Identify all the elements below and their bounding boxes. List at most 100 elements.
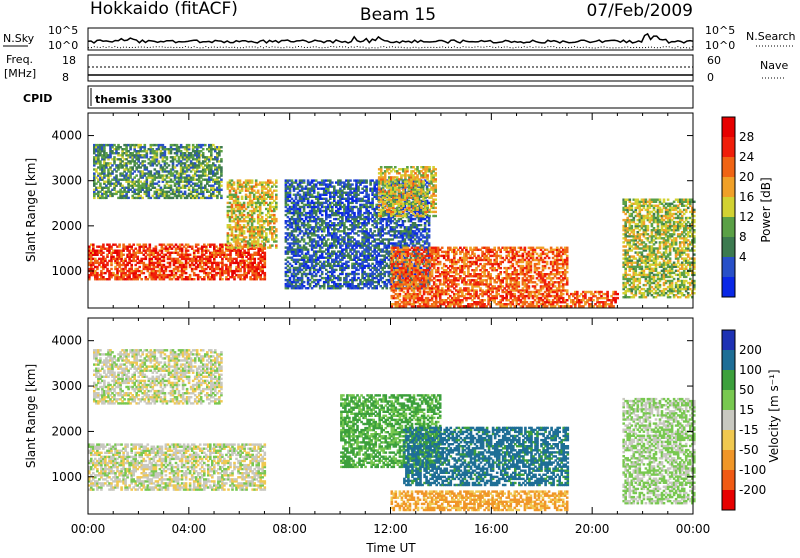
- power-cell: [287, 238, 290, 240]
- power-cell: [264, 272, 267, 274]
- power-cell: [181, 262, 184, 264]
- power-cell: [151, 258, 154, 260]
- power-cell: [341, 244, 344, 246]
- power-cell: [174, 166, 177, 168]
- power-cell: [220, 158, 223, 160]
- power-cell: [335, 244, 338, 246]
- power-cell: [129, 146, 132, 148]
- power-cell: [367, 220, 370, 222]
- nave-label: Nave: [760, 59, 788, 72]
- power-cell: [146, 166, 149, 168]
- power-cell: [197, 244, 200, 246]
- power-cell: [291, 198, 294, 200]
- power-cell: [187, 250, 190, 252]
- power-cell: [321, 218, 324, 220]
- power-cell: [118, 244, 121, 246]
- power-cell: [106, 264, 109, 266]
- power-cell: [145, 244, 148, 246]
- power-cell: [243, 250, 246, 252]
- power-cell: [289, 277, 292, 279]
- power-cell: [289, 263, 292, 265]
- power-cell: [93, 172, 96, 174]
- power-cell: [367, 210, 370, 212]
- power-cell: [202, 152, 205, 154]
- power-cell: [233, 276, 236, 278]
- power-cell: [365, 179, 368, 181]
- power-cell: [207, 250, 210, 252]
- power-cell: [315, 285, 318, 287]
- power-cell: [247, 206, 250, 208]
- power-cell: [146, 154, 149, 156]
- power-cell: [188, 144, 191, 146]
- power-cell: [185, 272, 188, 274]
- power-cell: [198, 166, 201, 168]
- power-cell: [172, 160, 175, 162]
- nsearch-tick-top: 10^5: [705, 24, 735, 37]
- power-cell: [102, 252, 105, 254]
- power-cell: [102, 244, 105, 246]
- power-cell: [217, 264, 220, 266]
- power-cell: [264, 276, 267, 278]
- power-cell: [213, 258, 216, 260]
- power-cell: [381, 277, 384, 279]
- power-cell: [301, 277, 304, 279]
- power-cell: [275, 179, 278, 181]
- power-cell: [371, 200, 374, 202]
- power-cell: [381, 224, 384, 226]
- power-cell: [267, 238, 270, 240]
- power-cell: [203, 276, 206, 278]
- power-cell: [257, 190, 260, 192]
- power-cell: [239, 224, 242, 226]
- power-cell: [327, 188, 330, 190]
- power-cell: [275, 190, 278, 192]
- power-cell: [303, 206, 306, 208]
- power-cell: [135, 174, 138, 176]
- power-cell: [189, 254, 192, 256]
- power-cell: [357, 234, 360, 236]
- power-cell: [289, 194, 292, 196]
- power-cell: [253, 212, 256, 214]
- power-cell: [347, 265, 350, 267]
- power-cell: [255, 179, 258, 181]
- power-cell: [383, 259, 386, 261]
- power-cell: [106, 268, 109, 270]
- power-cell: [169, 264, 172, 266]
- power-cell: [121, 154, 124, 156]
- nsearch-label: N.Search: [746, 30, 796, 43]
- power-cell: [335, 232, 338, 234]
- power-cell: [220, 160, 223, 162]
- freq-frame: [88, 55, 693, 81]
- power-cell: [211, 264, 214, 266]
- power-cell: [243, 230, 246, 232]
- power-cell: [265, 232, 268, 234]
- power-cell: [339, 226, 342, 228]
- power-cell: [383, 242, 386, 244]
- power-cell: [273, 214, 276, 216]
- power-cell: [275, 228, 278, 230]
- power-cell: [351, 236, 354, 238]
- power-cell: [333, 185, 336, 187]
- power-cell: [275, 220, 278, 222]
- power-cell: [220, 185, 223, 187]
- power-cell: [264, 252, 267, 254]
- power-cell: [381, 220, 384, 222]
- power-cell: [227, 238, 230, 240]
- power-cell: [333, 275, 336, 277]
- power-cell: [192, 144, 195, 146]
- power-cell: [92, 244, 95, 246]
- power-cell: [351, 183, 354, 185]
- power-cell: [325, 198, 328, 200]
- power-cell: [269, 188, 272, 190]
- power-cell: [315, 212, 318, 214]
- power-cell: [221, 258, 224, 260]
- power-cell: [197, 252, 200, 254]
- power-cell: [345, 277, 348, 279]
- power-cell: [202, 193, 205, 195]
- power-cell: [124, 258, 127, 260]
- power-cell: [367, 194, 370, 196]
- power-cell: [218, 164, 221, 166]
- power-cell: [343, 204, 346, 206]
- power-cell: [227, 212, 230, 214]
- power-cell: [143, 262, 146, 264]
- power-cell: [229, 264, 232, 266]
